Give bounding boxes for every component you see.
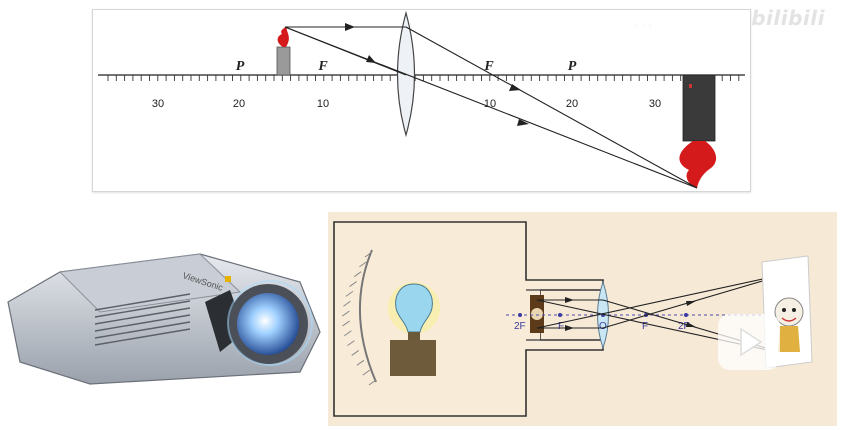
ray-refracted [405,26,698,189]
projector-housing [333,221,604,417]
label-f-left: F [317,59,328,74]
hatch-line [344,330,352,337]
hatch-line [342,310,350,317]
projector-vents [94,293,191,346]
image-candle-body [682,74,716,142]
hatch-line [351,350,359,356]
label-2f-right: 2F [678,321,690,332]
projector-glow [227,280,313,366]
play-icon [740,327,763,357]
watermark-small: · · · [634,20,652,32]
hatch-line [342,320,350,327]
reflector-hatching [342,251,377,386]
screen-sheep-body [778,326,800,352]
projector-schematic-svg: 2F F O F 2F [333,221,813,417]
hatch-line [347,340,355,347]
object-candle-body [276,46,291,76]
tick-label-20-left: 20 [233,98,245,110]
label-o: O [599,321,607,332]
hatch-line [353,271,362,278]
hatch-line [349,281,357,287]
projector-top [58,253,242,313]
axis-ticks [107,75,740,81]
hatch-line [343,300,351,307]
hatch-line [345,290,354,297]
label-2f-left: 2F [514,321,526,332]
hatch-line [356,359,365,366]
video-play-button[interactable] [718,314,780,370]
arrow-3 [509,84,521,91]
concave-reflector [359,249,377,383]
projector-lens-glass [237,293,299,355]
slide-figure [531,308,543,320]
lens-ray-diagram-svg: 30 20 10 10 20 30 P F F P [98,10,745,189]
screen-sheep-mouth [781,317,797,322]
arrow-2 [366,55,376,63]
bulb-neck [408,332,420,340]
projector-logo [225,276,231,282]
hatch-line [359,261,367,268]
image-candle-mark [689,84,692,88]
ray-arrows [565,297,696,331]
tick-label-30-left: 30 [152,98,164,110]
projector-image: ViewSonic [7,253,321,385]
object-candle-flame [277,26,289,47]
hatch-line [364,251,373,258]
lens-ray-diagram: 30 20 10 10 20 30 P F F P · · · [92,9,751,192]
label-p-left: P [236,59,245,74]
tick-label-30-right: 30 [649,98,661,110]
ray-through-focus [284,26,407,76]
bilibili-watermark: bilibili [751,6,825,30]
image-candle-flame [679,141,717,188]
tick-label-10-right: 10 [484,98,496,110]
projector-schematic: 2F F O F 2F [328,212,837,426]
arrow-1 [345,23,355,31]
label-p-right: P [568,59,577,74]
arrow-4 [517,119,529,126]
tick-label-10-left: 10 [317,98,329,110]
hatch-line [362,369,371,376]
label-f-right: F [642,321,648,332]
label-f-right: F [483,59,494,74]
tick-label-20-right: 20 [566,98,578,110]
label-f-left: F [558,321,564,332]
hatch-line [368,379,377,386]
bulb-base [390,340,436,376]
